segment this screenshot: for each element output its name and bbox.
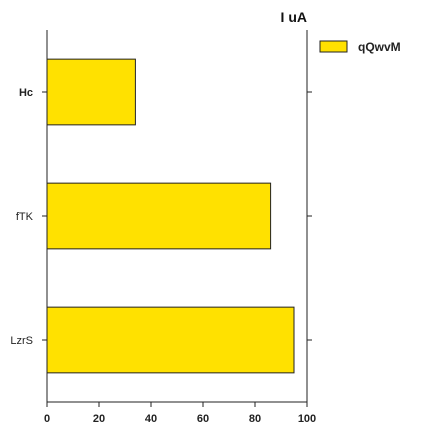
x-tick-label: 100 (298, 413, 316, 425)
legend: qQwvM (319, 40, 401, 54)
bar-lzrs (46, 306, 295, 374)
x-tick-label: 80 (249, 413, 261, 425)
bars-layer (46, 58, 295, 374)
bar-ftk (46, 182, 272, 250)
x-tick-label: 40 (145, 413, 157, 425)
x-tick-label: 20 (93, 413, 105, 425)
chart-title: I uA (281, 9, 307, 25)
x-ticks: 0 20 40 60 80 100 (44, 402, 316, 425)
legend-swatch (319, 40, 348, 53)
x-tick-label: 0 (44, 413, 50, 425)
legend-label-qqwvm: qQwvM (358, 40, 401, 54)
y-ticks: Hc fTK LzrS (10, 87, 312, 347)
bar-hc (46, 58, 136, 126)
y-tick-label: LzrS (10, 335, 33, 347)
x-tick-label: 60 (197, 413, 209, 425)
y-tick-label: Hc (19, 87, 33, 99)
y-tick-label: fTK (16, 211, 34, 223)
